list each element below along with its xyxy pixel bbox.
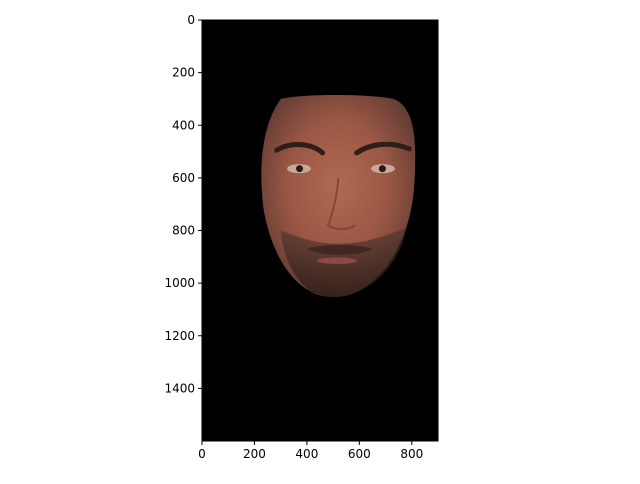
left-pupil <box>296 165 304 173</box>
y-tick-label: 800 <box>172 224 195 238</box>
x-tick-label: 600 <box>348 447 371 461</box>
x-tick-label: 800 <box>400 447 423 461</box>
y-tick-label: 1400 <box>164 381 195 395</box>
y-tick-label: 400 <box>172 118 195 132</box>
face-image <box>261 95 416 297</box>
y-tick-label: 200 <box>172 66 195 80</box>
x-tick-label: 0 <box>198 447 206 461</box>
mouth <box>317 257 358 264</box>
right-pupil <box>378 165 386 173</box>
y-axis: 0 200 400 600 800 1000 1200 1400 <box>164 13 202 395</box>
y-tick-label: 1000 <box>164 276 195 290</box>
y-tick-label: 600 <box>172 171 195 185</box>
y-tick-label: 1200 <box>164 329 195 343</box>
x-tick-label: 200 <box>243 447 266 461</box>
right-eyebrow <box>354 141 412 156</box>
mustache <box>306 245 373 255</box>
left-eyebrow <box>274 142 326 156</box>
y-tick-label: 0 <box>187 13 195 27</box>
x-tick-label: 400 <box>295 447 318 461</box>
nose <box>326 177 357 231</box>
x-axis: 0 200 400 600 800 <box>198 441 423 461</box>
